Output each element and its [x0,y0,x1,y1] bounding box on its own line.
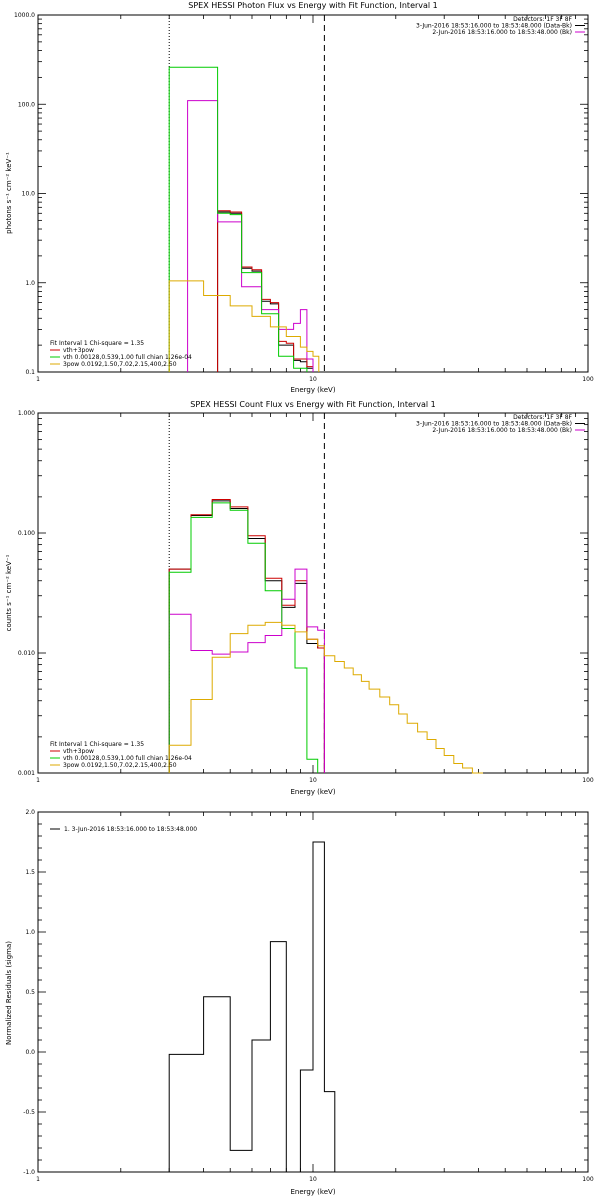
y-tick-label: 0.001 [18,770,35,777]
y-tick-label: 1.5 [25,869,35,876]
count-flux-xlabel: Energy (keV) [290,788,335,796]
series-1-histogram [168,499,325,773]
series-0-histogram [168,500,325,773]
legend-entry: 2-Jun-2016 18:53:16.000 to 18:53:48.000 … [432,427,572,434]
photon-flux-xlabel: Energy (keV) [290,386,335,394]
legend-entry: Fit Interval 1 Chi-square = 1.35 [50,741,144,748]
legend-entry: Fit Interval 1 Chi-square = 1.35 [50,340,144,347]
plot-frame [37,412,589,774]
y-tick-label: 10.0 [22,191,36,198]
y-tick-label: 2.0 [25,809,35,816]
y-tick-label: 0.0 [25,1049,35,1056]
photon-flux-panel: SPEX HESSI Photon Flux vs Energy with Fi… [5,1,594,394]
y-tick-label: 0.100 [18,530,35,537]
x-tick-label: 10 [309,777,317,784]
residuals-xlabel: Energy (keV) [290,1188,335,1196]
residuals-panel: Energy (keV) Normalized Residuals (sigma… [5,809,594,1196]
y-tick-label: 0.5 [25,989,35,996]
y-tick-label: 0.1 [25,369,35,376]
x-tick-label: 10 [309,1176,317,1183]
y-tick-label: -0.5 [23,1109,35,1116]
legend-entry: Detectors: 1F 3F 8F [513,414,572,421]
legend-entry: vth 0.00128,0.539,1.00 full chian 1.26e-… [63,755,192,762]
y-tick-label: 0.010 [18,650,35,657]
residuals-ylabel: Normalized Residuals (sigma) [5,941,13,1045]
legend-entry: vth 0.00128,0.539,1.00 full chian 1.26e-… [63,354,192,361]
series-1-histogram [217,210,314,372]
y-tick-label: 1.0 [25,280,35,287]
series-2-histogram [187,100,314,372]
x-tick-label: 1 [36,376,40,383]
series-2-histogram [168,568,325,773]
x-tick-label: 1 [36,777,40,784]
legend-entry: 3pow 0.0192,1.50,7.02,2.15,400,2.50 [63,361,177,368]
x-tick-label: 100 [582,376,594,383]
series-0-histogram [217,211,314,372]
count-flux-panel: SPEX HESSI Count Flux vs Energy with Fit… [5,400,594,796]
x-tick-label: 10 [309,376,317,383]
y-tick-label: 100.0 [18,101,35,108]
photon-flux-ylabel: photons s⁻¹ cm⁻² keV⁻¹ [5,152,13,234]
y-tick-label: 1.000 [18,410,35,417]
x-tick-label: 100 [582,1176,594,1183]
legend-entry: vth+3pow [63,347,94,354]
x-tick-label: 1 [36,1176,40,1183]
plot-frame [37,14,589,373]
legend-entry: Detectors: 1F 3F 8F [513,16,572,23]
legend-entry: 1. 3-Jun-2016 18:53:16.000 to 18:53:48.0… [64,826,197,833]
legend-entry: vth+3pow [63,748,94,755]
series-4-histogram [168,280,320,372]
count-flux-ylabel: counts s⁻¹ cm⁻² keV⁻¹ [5,554,13,631]
series-3-histogram [168,502,319,773]
legend-entry: 3-Jun-2016 18:53:16.000 to 18:53:48.000 … [416,421,572,428]
series-3-histogram [168,66,308,372]
x-tick-label: 100 [582,777,594,784]
legend-entry: 3pow 0.0192,1.50,7.02,2.15,400,2.50 [63,762,177,769]
y-tick-label: -1.0 [23,1169,35,1176]
photon-flux-title: SPEX HESSI Photon Flux vs Energy with Fi… [188,1,438,10]
legend-entry: 3-Jun-2016 18:53:16.000 to 18:53:48.000 … [416,23,572,30]
legend-entry: 2-Jun-2016 18:53:16.000 to 18:53:48.000 … [432,29,572,36]
series-4-histogram [168,621,483,774]
series-0-histogram [168,841,336,1173]
y-tick-label: 1.0 [25,929,35,936]
y-tick-label: 1000.0 [14,12,35,19]
count-flux-title: SPEX HESSI Count Flux vs Energy with Fit… [190,400,435,409]
